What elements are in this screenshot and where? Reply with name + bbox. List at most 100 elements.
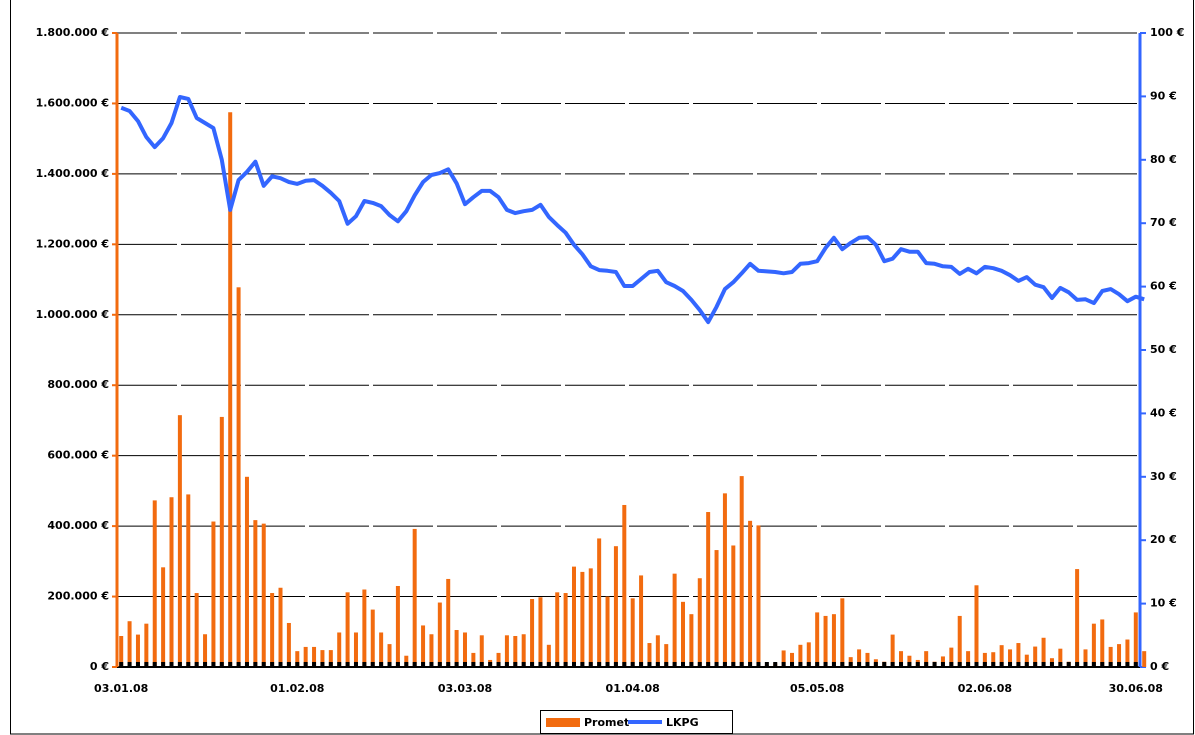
- bar: [387, 644, 392, 667]
- bar: [1058, 648, 1063, 667]
- x-tick-label: 03.01.08: [94, 682, 148, 695]
- bar: [974, 585, 979, 667]
- x-tick: [1016, 662, 1021, 667]
- x-tick: [446, 662, 451, 667]
- x-tick: [362, 662, 367, 667]
- bar: [337, 632, 342, 667]
- x-tick: [940, 662, 945, 667]
- bar: [412, 528, 417, 667]
- x-tick: [127, 662, 132, 667]
- bar: [295, 651, 300, 667]
- bar: [924, 651, 929, 667]
- bar: [706, 512, 711, 667]
- bar: [496, 652, 501, 667]
- bar: [999, 645, 1004, 667]
- x-tick: [1075, 662, 1080, 667]
- bar: [203, 634, 208, 667]
- x-tick: [899, 662, 904, 667]
- x-tick: [1100, 662, 1105, 667]
- bar: [722, 493, 727, 667]
- bar: [278, 587, 283, 667]
- x-tick: [706, 662, 711, 667]
- y2-tick-label: 0 €: [1150, 660, 1169, 673]
- x-tick: [203, 662, 208, 667]
- x-tick: [387, 662, 392, 667]
- x-tick: [689, 662, 694, 667]
- x-tick: [412, 662, 417, 667]
- x-tick: [429, 662, 434, 667]
- x-tick: [521, 662, 526, 667]
- x-tick: [672, 662, 677, 667]
- x-tick: [563, 662, 568, 667]
- x-tick: [1058, 662, 1063, 667]
- bar: [957, 615, 962, 667]
- bar: [563, 593, 568, 667]
- bar: [1041, 637, 1046, 667]
- bar: [739, 476, 744, 667]
- x-tick: [479, 662, 484, 667]
- bar: [1100, 619, 1105, 667]
- x-tick: [135, 662, 140, 667]
- x-tick: [546, 662, 551, 667]
- bar: [697, 578, 702, 667]
- x-tick: [353, 662, 358, 667]
- y2-tick-label: 80 €: [1150, 153, 1177, 166]
- x-tick: [1133, 662, 1138, 667]
- x-tick: [144, 662, 149, 667]
- x-tick: [630, 662, 635, 667]
- x-tick: [697, 662, 702, 667]
- x-tick: [1024, 662, 1029, 667]
- bar: [312, 646, 317, 667]
- x-tick: [177, 662, 182, 667]
- x-tick: [286, 662, 291, 667]
- bar: [991, 652, 996, 667]
- bar: [890, 634, 895, 667]
- x-tick: [681, 662, 686, 667]
- y2-tick-label: 10 €: [1150, 597, 1177, 610]
- bar: [681, 601, 686, 667]
- x-tick: [966, 662, 971, 667]
- x-tick: [278, 662, 283, 667]
- x-tick: [613, 662, 618, 667]
- bar: [521, 634, 526, 667]
- x-tick: [639, 662, 644, 667]
- bar: [546, 644, 551, 667]
- bar: [815, 612, 820, 667]
- x-tick: [571, 662, 576, 667]
- bar: [1133, 612, 1138, 667]
- x-tick: [605, 662, 610, 667]
- x-tick: [622, 662, 627, 667]
- x-tick: [395, 662, 400, 667]
- bar: [479, 635, 484, 667]
- x-tick: [437, 662, 442, 667]
- bar: [404, 655, 409, 667]
- bar: [865, 652, 870, 667]
- x-tick: [404, 662, 409, 667]
- x-tick: [1108, 662, 1113, 667]
- x-tick: [244, 662, 249, 667]
- x-tick: [957, 662, 962, 667]
- bar: [236, 287, 241, 667]
- bar: [530, 599, 535, 667]
- bar: [571, 566, 576, 667]
- bar: [135, 634, 140, 667]
- bar: [270, 593, 275, 667]
- x-tick: [538, 662, 543, 667]
- bar: [966, 651, 971, 667]
- x-tick: [831, 662, 836, 667]
- x-tick: [647, 662, 652, 667]
- x-tick: [504, 662, 509, 667]
- y-tick-label: 1.800.000 €: [36, 26, 109, 39]
- x-tick: [1066, 662, 1071, 667]
- bar: [1083, 649, 1088, 667]
- x-tick: [152, 662, 157, 667]
- bar: [907, 655, 912, 667]
- bar: [320, 650, 325, 667]
- x-tick: [161, 662, 166, 667]
- x-tick: [748, 662, 753, 667]
- bar: [823, 615, 828, 667]
- bar: [1117, 644, 1122, 667]
- x-tick: [781, 662, 786, 667]
- y-tick-label: 200.000 €: [47, 590, 109, 603]
- x-tick: [261, 662, 266, 667]
